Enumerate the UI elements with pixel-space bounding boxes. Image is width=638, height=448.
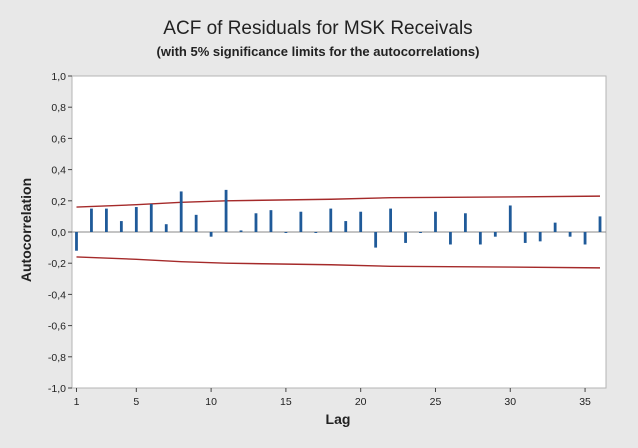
x-tick-label: 1 — [74, 396, 80, 408]
acf-bar-lag-15 — [284, 232, 288, 233]
x-tick-label: 25 — [430, 396, 442, 408]
acf-bar-lag-14 — [269, 210, 273, 232]
x-axis: 1 5 10 15 20 25 30 35 — [74, 388, 591, 408]
acf-bar-lag-4 — [119, 221, 123, 232]
upper-significance-limit — [76, 195, 601, 208]
x-tick-label: 20 — [355, 396, 367, 408]
acf-bar-lag-5 — [134, 207, 138, 232]
acf-bar-lag-24 — [419, 232, 422, 233]
y-tick-label: 0,6 — [51, 133, 66, 145]
acf-bar-lag-23 — [404, 232, 407, 243]
y-tick-label: -0,8 — [48, 352, 66, 364]
y-tick-label: -0,4 — [48, 289, 66, 301]
lower-significance-limit — [76, 256, 601, 269]
y-tick-label: -0,6 — [48, 321, 66, 333]
acf-bar-lag-28 — [478, 232, 482, 245]
acf-bar-lag-2 — [90, 208, 93, 232]
x-tick-label: 10 — [205, 396, 217, 408]
acf-bar-lag-17 — [314, 232, 318, 233]
acf-bar-lag-1 — [75, 232, 78, 251]
acf-bar-lag-29 — [493, 232, 497, 237]
chart-title: ACF of Residuals for MSK Receivals — [163, 18, 472, 39]
acf-bar-lag-13 — [254, 213, 258, 232]
acf-bar-lag-27 — [463, 213, 467, 232]
acf-bar-lag-19 — [344, 221, 348, 232]
acf-bar-lag-30 — [508, 205, 512, 232]
y-tick-label: 0,8 — [51, 102, 66, 114]
y-tick-label: 0,4 — [51, 165, 66, 177]
x-tick-label: 5 — [133, 396, 139, 408]
y-tick-label: 1,0 — [51, 71, 66, 83]
acf-bar-lag-33 — [553, 222, 557, 232]
acf-bar-lag-7 — [164, 224, 168, 232]
y-tick-label: 0,0 — [51, 227, 66, 239]
acf-bar-lag-20 — [359, 211, 363, 232]
acf-bar-lag-10 — [209, 232, 213, 237]
chart-subtitle: (with 5% significance limits for the aut… — [157, 44, 480, 59]
acf-bar-lag-8 — [179, 191, 183, 232]
acf-bar-lag-6 — [149, 203, 153, 232]
y-axis: -1,0 -0,8 -0,6 -0,4 -0,2 0,0 0,2 0,4 0,6 0,8 1,0 — [48, 71, 72, 395]
y-axis-label: Autocorrelation — [18, 178, 34, 282]
acf-bar-lag-25 — [434, 211, 437, 232]
acf-bar-lag-31 — [523, 232, 527, 243]
x-axis-label: Lag — [326, 411, 351, 427]
acf-bars — [75, 189, 602, 251]
acf-bar-lag-21 — [374, 232, 378, 248]
x-tick-label: 15 — [280, 396, 292, 408]
y-tick-label: -0,2 — [48, 258, 66, 270]
acf-bar-lag-32 — [538, 232, 542, 242]
acf-bar-lag-22 — [389, 208, 393, 232]
acf-bar-lag-9 — [194, 214, 198, 232]
acf-bar-lag-35 — [583, 232, 587, 245]
acf-bar-lag-26 — [449, 232, 452, 245]
acf-bar-lag-36 — [598, 216, 602, 232]
acf-bar-lag-16 — [299, 211, 303, 232]
y-tick-label: 0,2 — [51, 196, 66, 208]
acf-bar-lag-12 — [239, 230, 243, 232]
acf-bar-lag-34 — [568, 232, 572, 237]
x-tick-label: 30 — [504, 396, 516, 408]
acf-bar-lag-18 — [329, 208, 333, 232]
acf-bar-lag-3 — [105, 208, 108, 232]
x-tick-label: 35 — [579, 396, 591, 408]
y-tick-label: -1,0 — [48, 383, 66, 395]
acf-bar-lag-11 — [224, 189, 228, 232]
